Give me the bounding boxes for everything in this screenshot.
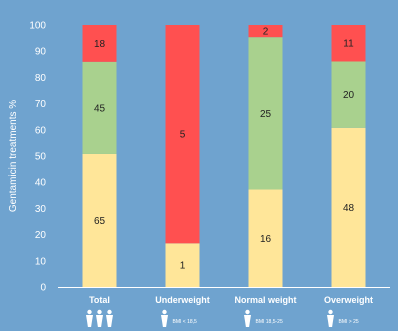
y-tick-label: 100: [29, 21, 46, 32]
bar-segment: [165, 25, 200, 244]
data-label: 45: [94, 103, 106, 114]
three-person-icon: [86, 309, 113, 327]
y-tick-label: 10: [35, 256, 47, 267]
bar-segment: [248, 25, 283, 38]
data-label: 5: [180, 130, 186, 141]
x-category-label: Underweight: [155, 295, 210, 305]
data-label: 20: [343, 90, 355, 101]
bar-segment: [82, 61, 117, 154]
bar-segment: [331, 127, 366, 288]
y-tick-label: 70: [35, 99, 47, 110]
bar-segment: [248, 189, 283, 287]
bar-segment: [82, 153, 117, 287]
bars: 65 45 18 1 5 16 25 2 48 20 11: [82, 25, 366, 288]
x-category-sublabel: BMI 18,5-25: [256, 319, 283, 325]
y-tick-label: 60: [35, 125, 47, 136]
x-category-sublabel: BMI > 25: [339, 319, 359, 325]
data-label: 25: [260, 109, 272, 120]
y-tick-label: 20: [35, 230, 47, 241]
x-category-label: Total: [89, 295, 110, 305]
data-label: 18: [94, 39, 106, 50]
data-label: 65: [94, 216, 106, 227]
x-axis: Total Underweight BMI < 18,5 Normal weight B…: [58, 287, 390, 327]
person-icon: [244, 309, 251, 327]
data-label: 2: [263, 27, 269, 38]
bar-segment: [82, 25, 117, 62]
x-category-sublabel: BMI < 18,5: [173, 319, 198, 325]
y-tick-label: 90: [35, 47, 47, 58]
x-category-label: Normal weight: [234, 295, 296, 305]
x-category-label: Overweight: [324, 295, 373, 305]
person-icon: [161, 309, 168, 327]
bar-segment: [331, 61, 366, 128]
bar-segment: [248, 37, 283, 190]
bar-segment: [165, 243, 200, 287]
y-tick-label: 40: [35, 178, 47, 189]
data-label: 48: [343, 203, 355, 214]
person-icon: [327, 309, 334, 327]
data-label: 16: [260, 234, 272, 245]
data-label: 11: [343, 39, 354, 50]
y-tick-label: 50: [35, 152, 47, 163]
data-label: 1: [180, 261, 186, 272]
y-tick-label: 30: [35, 204, 47, 215]
y-axis: 0 10 20 30 40 50 60 70 80 90 100: [29, 21, 46, 294]
y-tick-label: 80: [35, 73, 47, 84]
y-tick-label: 0: [40, 283, 46, 294]
y-axis-title: Gentamicin treatments %: [8, 100, 19, 212]
bar-segment: [331, 25, 366, 62]
